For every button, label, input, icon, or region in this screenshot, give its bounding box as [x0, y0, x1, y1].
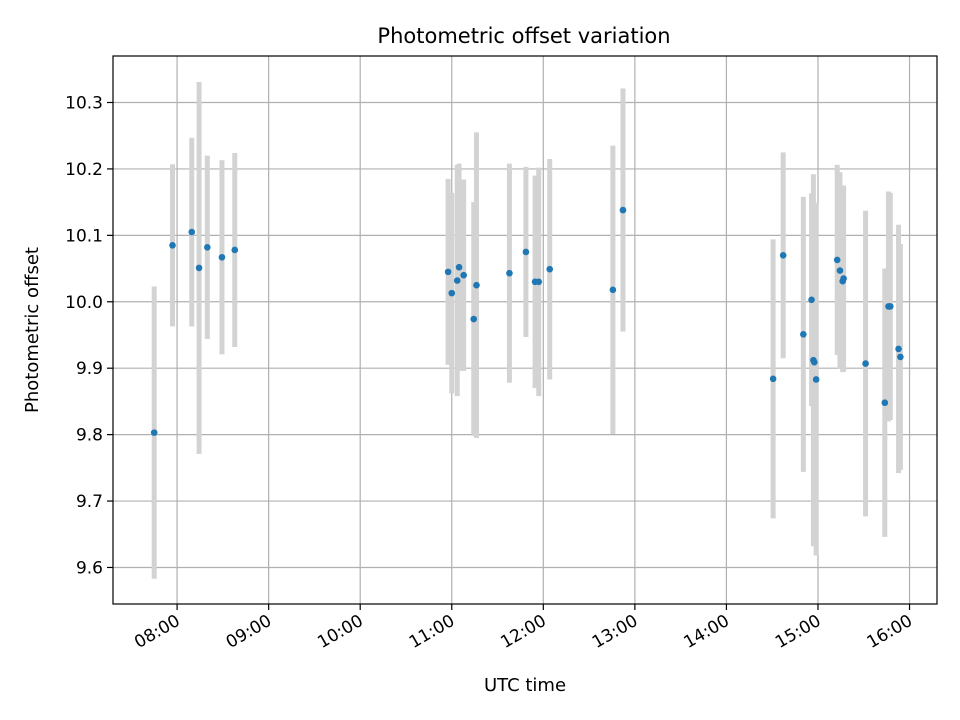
data-point — [897, 353, 904, 361]
data-point — [881, 399, 889, 407]
data-point — [231, 246, 239, 254]
data-point — [188, 228, 196, 236]
x-tick-label: 14:00 — [680, 611, 732, 653]
data-point — [887, 303, 894, 310]
plot-frame — [112, 55, 938, 605]
data-point — [619, 206, 627, 214]
data-point — [470, 315, 478, 323]
data-point — [453, 277, 461, 284]
data-point — [195, 264, 203, 272]
x-tick-label: 08:00 — [131, 611, 183, 653]
y-tick-label: 10.0 — [65, 293, 103, 313]
y-tick-label: 10.3 — [65, 93, 103, 113]
y-tick-label: 10.2 — [65, 160, 103, 180]
error-bars — [151, 81, 903, 579]
data-point — [444, 268, 452, 276]
y-tick-label: 9.6 — [76, 558, 103, 578]
y-tick-label: 9.8 — [76, 426, 103, 446]
chart-title: Photometric offset variation — [377, 24, 670, 48]
data-point — [895, 345, 902, 353]
data-point — [473, 281, 480, 289]
data-point — [862, 360, 869, 367]
data-point — [811, 358, 818, 366]
data-point — [833, 256, 841, 264]
x-tick-label: 13:00 — [589, 611, 641, 653]
x-axis-label: UTC time — [484, 675, 566, 696]
data-point — [448, 289, 456, 297]
data-point — [812, 376, 820, 383]
data-point — [150, 429, 158, 436]
data-point — [769, 375, 777, 383]
data-point — [836, 267, 844, 274]
data-point — [808, 296, 815, 304]
x-tick-label: 12:00 — [497, 611, 549, 653]
y-axis-label: Photometric offset — [22, 247, 43, 413]
x-tick-label: 11:00 — [406, 611, 458, 653]
data-point — [506, 269, 513, 277]
y-tick-label: 10.1 — [65, 226, 103, 246]
data-point — [460, 271, 467, 279]
data-point — [535, 278, 543, 286]
data-point — [840, 275, 847, 282]
y-tick-label: 9.7 — [76, 492, 103, 512]
data-point — [169, 242, 176, 249]
y-tick-label: 9.9 — [76, 359, 103, 379]
data-point — [779, 251, 787, 259]
data-point — [609, 286, 617, 294]
x-tick-label: 10:00 — [314, 611, 366, 653]
data-point — [455, 263, 463, 271]
data-point — [522, 248, 530, 256]
data-point — [546, 265, 554, 273]
x-tick-label: 15:00 — [772, 611, 824, 653]
data-points — [150, 206, 904, 436]
data-point — [204, 244, 211, 251]
data-point — [218, 253, 226, 261]
x-tick-label: 09:00 — [223, 611, 275, 653]
x-tick-label: 16:00 — [864, 611, 916, 653]
data-point — [800, 331, 807, 338]
